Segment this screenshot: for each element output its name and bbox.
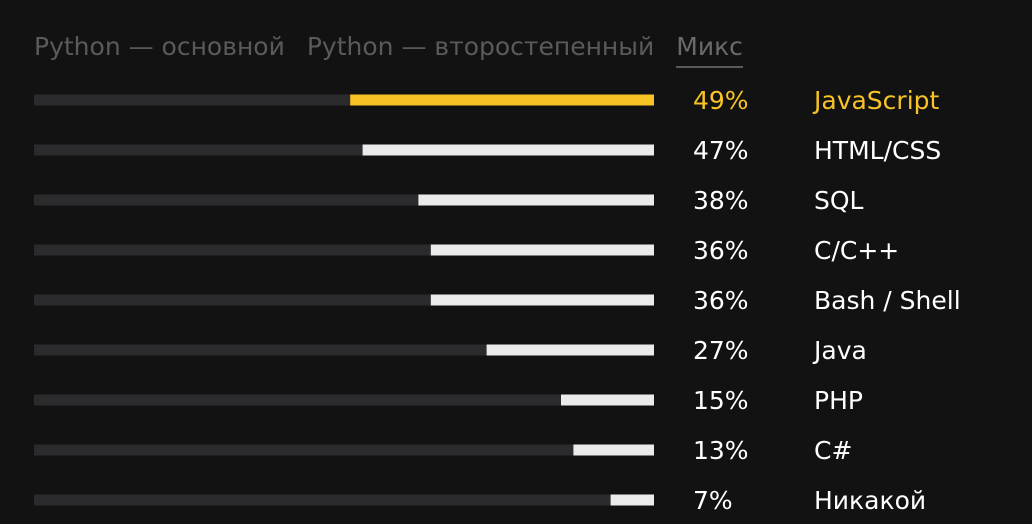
bar — [350, 94, 654, 106]
bar-row: 27% Java — [34, 336, 867, 365]
data-label: 7% — [693, 486, 733, 515]
bar-row: 36% Bash / Shell — [34, 286, 961, 315]
bar-row: 38% SQL — [34, 186, 864, 215]
data-label: 13% — [693, 436, 749, 465]
bar — [561, 394, 654, 406]
bar-row: 49% JavaScript — [34, 86, 940, 115]
bar — [430, 244, 654, 256]
data-label: 49% — [693, 86, 749, 115]
bar — [362, 144, 654, 156]
bar-row: 15% PHP — [34, 386, 863, 415]
category-label: Никакой — [814, 486, 926, 515]
tab-python-primary[interactable]: Python — основной — [34, 32, 285, 61]
bar-track — [34, 494, 654, 506]
data-label: 36% — [693, 236, 749, 265]
bar — [610, 494, 654, 506]
data-label: 15% — [693, 386, 749, 415]
bar-track — [34, 244, 654, 256]
bar — [418, 194, 654, 206]
category-label: HTML/CSS — [814, 136, 941, 165]
category-label: SQL — [814, 186, 864, 215]
tab-bar: Python — основной Python — второстепенны… — [34, 30, 743, 68]
bar-track — [34, 144, 654, 156]
category-label: C/C++ — [814, 236, 899, 265]
bar-row: 7% Никакой — [34, 486, 926, 515]
bar-track — [34, 94, 654, 106]
bar — [430, 294, 654, 306]
category-label: Java — [812, 336, 867, 365]
bar-track — [34, 194, 654, 206]
data-label: 47% — [693, 136, 749, 165]
tab-mix[interactable]: Микс — [676, 30, 743, 68]
category-label: C# — [814, 436, 852, 465]
bar-track — [34, 444, 654, 456]
data-label: 38% — [693, 186, 749, 215]
data-label: 27% — [693, 336, 749, 365]
bar — [573, 444, 654, 456]
bar — [486, 344, 654, 356]
bar-row: 47% HTML/CSS — [34, 136, 941, 165]
bar-row: 36% C/C++ — [34, 236, 899, 265]
category-label: JavaScript — [812, 86, 940, 115]
category-label: Bash / Shell — [814, 286, 961, 315]
bar-row: 13% C# — [34, 436, 852, 465]
data-label: 36% — [693, 286, 749, 315]
bar-track — [34, 294, 654, 306]
tab-python-secondary[interactable]: Python — второстепенный — [306, 32, 655, 61]
bar-track — [34, 344, 654, 356]
category-label: PHP — [814, 386, 863, 415]
bar-track — [34, 394, 654, 406]
